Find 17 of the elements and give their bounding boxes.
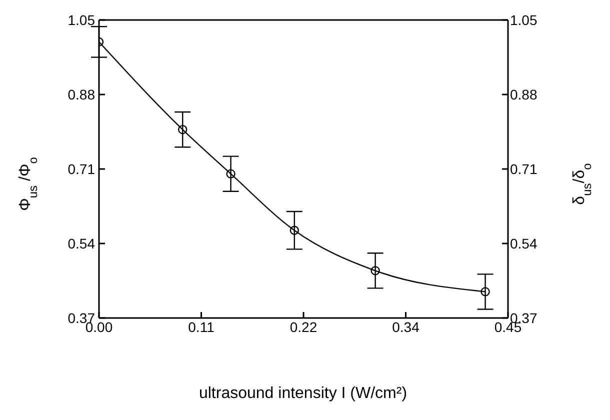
point	[370, 266, 380, 276]
y-tick-label: 1.05	[68, 12, 96, 28]
point	[480, 287, 490, 296]
x-tick-label: 0.22	[290, 318, 318, 335]
x-tick-label: 0.11	[188, 318, 215, 335]
point	[290, 226, 300, 235]
y2-tick-label: 0.71	[510, 160, 538, 177]
x-axis-title: ultrasound intensity I (W/cm²)	[198, 385, 408, 402]
y-tick-label: 0.88	[68, 86, 96, 102]
x-tick-label: 0.34	[392, 318, 420, 335]
point	[178, 124, 188, 134]
point	[226, 169, 236, 178]
y2-tick-label: 1.05	[510, 12, 538, 28]
y2-tick-label: 0.88	[510, 86, 538, 102]
y-tick-label: 0.54	[68, 235, 96, 252]
y-tick-label: 0.71	[68, 160, 96, 177]
y2-tick-label: 0.54	[510, 235, 538, 252]
